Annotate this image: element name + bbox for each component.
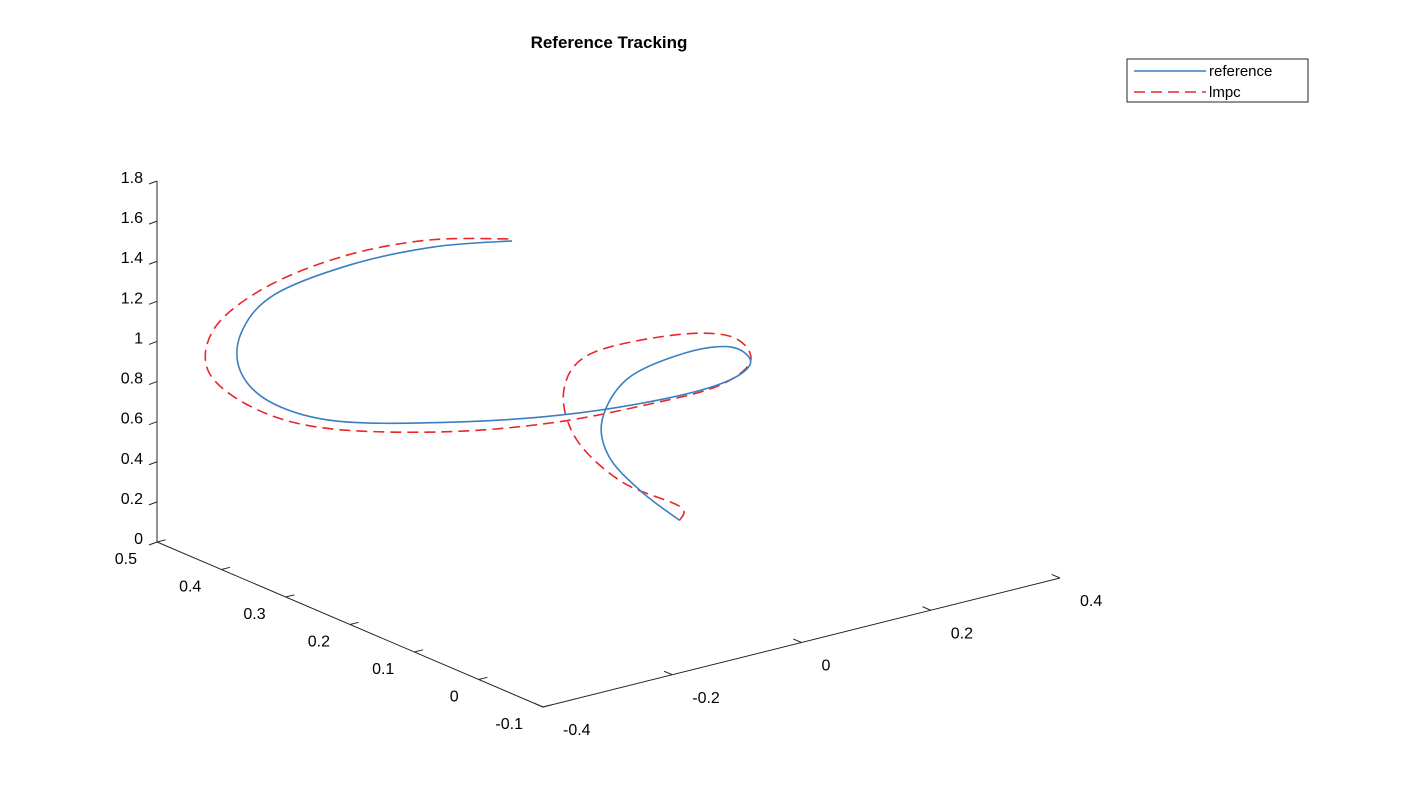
x-tick xyxy=(663,670,673,676)
x-tick xyxy=(922,606,931,611)
z-tick xyxy=(148,461,158,466)
y-tick xyxy=(478,676,488,680)
x-tick-label: -0.2 xyxy=(692,690,720,707)
z-tick xyxy=(148,421,158,426)
y-tick xyxy=(542,704,552,708)
y-tick xyxy=(349,621,359,625)
axes: 0 0.2 0.4 0.6 0.8 1 1.2 1.4 1.6 1.8 -0.1 0 0.1 0.2 0.3… xyxy=(115,170,1103,739)
x-tick-label: 0.4 xyxy=(1080,593,1102,610)
z-tick-label: 1.6 xyxy=(121,210,143,227)
y-tick xyxy=(156,539,166,543)
y-tick-label: 0.5 xyxy=(115,551,137,568)
chart-title: Reference Tracking xyxy=(530,33,688,52)
y-tick-label: -0.1 xyxy=(495,716,523,733)
x-tick-label: 0 xyxy=(822,658,831,675)
z-tick-label: 0.2 xyxy=(121,491,143,508)
z-tick-label: 0 xyxy=(134,531,143,548)
y-tick xyxy=(285,594,295,598)
z-tick-label: 1.2 xyxy=(121,290,143,307)
y-tick xyxy=(414,649,424,653)
y-tick-label: 0.2 xyxy=(308,634,330,651)
z-tick xyxy=(148,180,158,185)
z-tick xyxy=(148,541,158,546)
legend-label-reference: reference xyxy=(1209,63,1272,80)
x-tick xyxy=(793,638,802,643)
y-tick-label: 0.4 xyxy=(179,579,201,596)
z-tick xyxy=(148,501,158,506)
z-tick-label: 1.4 xyxy=(121,250,143,267)
z-tick-label: 1.8 xyxy=(121,170,143,187)
legend[interactable]: reference lmpc xyxy=(1126,58,1309,103)
y-tick-label: 0.1 xyxy=(372,661,394,678)
z-tick-label: 1 xyxy=(134,330,143,347)
legend-box xyxy=(1126,58,1309,103)
z-tick-label: 0.4 xyxy=(121,451,143,468)
x-tick-label: -0.4 xyxy=(563,722,591,739)
y-tick-label: 0.3 xyxy=(243,606,265,623)
x-tick xyxy=(534,703,544,708)
legend-label-lmpc: lmpc xyxy=(1209,84,1241,101)
z-tick xyxy=(148,220,158,225)
z-tick-label: 0.6 xyxy=(121,411,143,428)
series-line-reference xyxy=(236,240,752,522)
z-tick-label: 0.8 xyxy=(121,371,143,388)
z-tick xyxy=(148,300,158,305)
x-tick xyxy=(1051,574,1061,579)
x-tick-label: 0.2 xyxy=(951,625,973,642)
y-tick xyxy=(221,566,231,570)
series-line-lmpc xyxy=(204,237,752,521)
z-tick xyxy=(148,260,158,265)
series-layer xyxy=(204,237,752,522)
z-tick xyxy=(148,340,158,345)
z-tick xyxy=(148,381,158,386)
y-tick-label: 0 xyxy=(450,689,459,706)
